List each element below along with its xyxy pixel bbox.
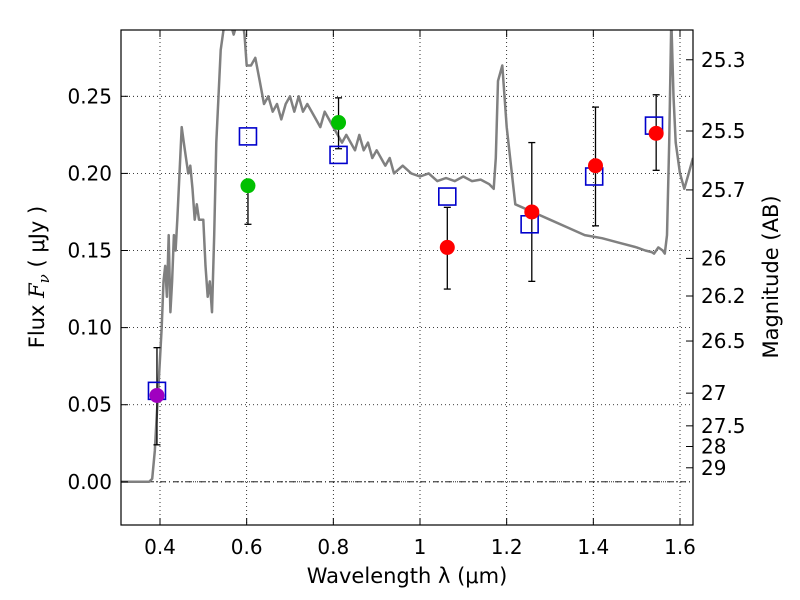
y-axis-label-symbol: F (25, 282, 49, 299)
x-tick-label: 1 (414, 535, 427, 559)
x-tick-label: 0.8 (317, 535, 349, 559)
magnitude-tick-label: 25.5 (701, 119, 746, 143)
model-photometry-square (329, 145, 348, 165)
magnitude-tick-label: 28 (701, 435, 726, 459)
x-tick-label: 1.4 (577, 535, 609, 559)
y-tick-label: 0.15 (67, 239, 112, 263)
magnitude-tick-label: 26 (701, 246, 726, 270)
y-axis-label: Flux Fν ( μJy ) (25, 206, 53, 348)
y-axis-label-post: ( μJy ) (25, 206, 49, 274)
y-axis-label-subscript: ν (35, 274, 53, 283)
x-tick-label: 1.2 (491, 535, 523, 559)
y-tick-label: 0.10 (67, 316, 112, 340)
y-tick-label: 0.05 (67, 393, 112, 417)
grid (121, 30, 693, 525)
y-tick-label: 0.20 (67, 161, 112, 185)
model-sed-line (121, 30, 693, 484)
magnitude-tick-label: 29 (701, 456, 726, 480)
magnitude-tick-label: 25.7 (701, 178, 746, 202)
plot-area (121, 30, 693, 484)
magnitude-tick-label: 25.3 (701, 48, 746, 72)
observed-flux-point (331, 115, 347, 131)
magnitude-tick-label: 26.5 (701, 329, 746, 353)
magnitude-tick-label: 26.2 (701, 284, 746, 308)
model-photometry-square (238, 127, 258, 146)
observed-flux-point (439, 239, 455, 255)
magnitude-tick-label: 27 (701, 381, 726, 405)
model-photometry-square (437, 187, 457, 206)
right-axis-label: Magnitude (AB) (759, 195, 783, 358)
magnitude-tick-label: 27.5 (701, 414, 746, 438)
y-axis-label-pre: Flux (25, 298, 49, 348)
observed-flux-point (240, 178, 256, 194)
observed-flux-point (588, 158, 603, 174)
observed-flux-point (648, 125, 664, 141)
y-tick-label: 0.25 (67, 84, 112, 108)
ticks: 0.4 0.6 0.8 1 1.2 1.4 1.6 0.00 0.05 0.10 0.15 0.20 0… (67, 30, 746, 559)
plot-frame (120, 29, 694, 526)
x-tick-label: 0.4 (144, 535, 176, 559)
y-tick-label: 0.00 (67, 470, 112, 494)
observed-flux-point (524, 204, 540, 220)
x-tick-label: 1.6 (664, 535, 696, 559)
observed-flux-point (149, 387, 165, 403)
x-tick-label: 0.6 (231, 535, 263, 559)
x-axis-label: Wavelength λ (μm) (307, 564, 508, 588)
